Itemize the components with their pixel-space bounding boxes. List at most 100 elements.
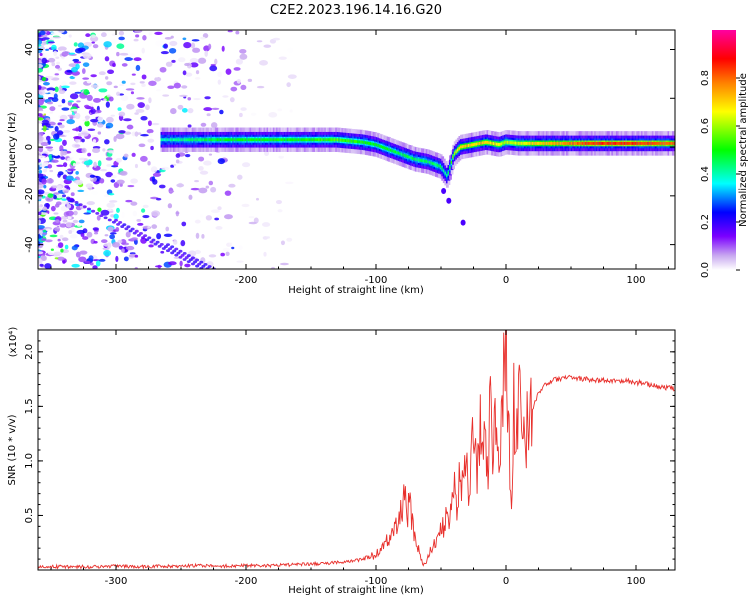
spectrogram-noise-cell — [39, 230, 43, 236]
spectrogram-ridge-cell — [495, 142, 499, 146]
spectrogram-noise-cell — [60, 156, 66, 160]
spectrogram-noise-cell — [39, 30, 46, 36]
spectrogram-noise-cell — [54, 257, 59, 260]
spectrogram-noise-cell — [127, 70, 134, 74]
spectrogram-noise-cell — [151, 122, 160, 126]
spectrogram-noise-cell — [189, 62, 199, 68]
spectrogram-ridge-cell — [566, 141, 569, 145]
spectrogram-noise-cell — [59, 119, 65, 122]
spectrogram-noise-cell — [59, 85, 63, 91]
spectrogram-ridge-cell — [609, 141, 613, 145]
spectrogram-noise-cell — [118, 130, 126, 134]
spectrogram-ridge-cell — [346, 139, 349, 143]
spectrogram-ridge-cell — [625, 141, 629, 145]
spectrogram-ridge-cell — [505, 140, 509, 144]
spectrogram-noise-cell — [280, 240, 285, 246]
spectrogram-ridge-cell — [603, 141, 607, 145]
spectrogram-ridge-cell — [369, 142, 373, 146]
spectrogram-ridge-cell — [474, 142, 477, 146]
spectrogram-noise-cell — [250, 112, 257, 116]
spectrogram-ridge-cell — [517, 141, 521, 145]
spectrogram-noise-cell — [70, 108, 80, 112]
spectrogram-noise-cell — [110, 114, 115, 117]
spectrogram-ridge-cell — [658, 141, 661, 145]
spectrogram-noise-cell — [90, 118, 99, 123]
spectrogram-streak-cell — [176, 251, 181, 255]
spectrogram-noise-cell — [287, 47, 294, 53]
spectrogram-noise-cell — [85, 33, 91, 37]
spectrogram-noise-cell — [61, 98, 66, 104]
spectrogram-noise-cell — [50, 205, 56, 212]
spectrogram-noise-cell — [278, 152, 287, 157]
spectrogram-ridge-cell — [291, 138, 295, 142]
spectrogram-streak-cell — [243, 287, 247, 290]
spectrogram-noise-cell — [115, 133, 125, 140]
spectrogram-ridge-cell — [656, 141, 660, 145]
spectrogram-streak-cell — [91, 209, 96, 213]
spectrogram-streak-cell — [170, 245, 175, 249]
spectrogram-ridge-cell — [664, 141, 668, 145]
spectrogram-noise-cell — [66, 203, 72, 209]
spectrogram-ridge-cell — [394, 150, 398, 154]
spectrogram-ridge-cell — [522, 141, 526, 145]
spectrogram-noise-cell — [277, 108, 283, 112]
spectrogram-noise-cell — [38, 135, 44, 142]
spectrogram-ridge-cell — [363, 140, 367, 144]
spectrogram-noise-cell — [63, 131, 70, 136]
spectrogram-noise-cell — [95, 260, 101, 267]
spectrogram-noise-cell — [108, 150, 115, 154]
spectrogram-noise-cell — [61, 81, 67, 86]
spectrogram-noise-cell — [74, 91, 82, 94]
spectrogram-ridge-cell — [358, 140, 362, 144]
spectrogram-noise-cell — [38, 225, 45, 229]
spectrogram-ridge-cell — [569, 141, 573, 145]
spectrogram-noise-cell — [134, 30, 143, 33]
spectrogram-noise-cell — [256, 197, 260, 201]
spectrogram-streak-cell — [207, 265, 212, 268]
spectrogram-ridge-cell — [653, 141, 657, 145]
spectrogram-noise-cell — [103, 249, 112, 257]
spectrogram-ridge-cell — [406, 155, 410, 159]
spectrogram-streak-cell — [172, 249, 177, 253]
spectrogram-ridge-cell — [316, 138, 320, 142]
spectrogram-streak-cell — [186, 254, 191, 257]
spectrogram-noise-cell — [177, 57, 186, 63]
spectrogram-noise-cell — [45, 146, 54, 149]
spectrogram-ridge-cell — [519, 141, 523, 145]
spectrogram-noise-cell — [116, 51, 120, 57]
spectrogram-noise-cell — [38, 234, 42, 239]
spectrogram-ridge-cell — [458, 146, 462, 150]
spectrogram-y-axis-label: Frequency (Hz) — [7, 112, 18, 188]
snr-y-tick-label: 1.0 — [24, 453, 35, 469]
spectrogram-noise-cell — [204, 50, 208, 57]
spectrogram-noise-cell — [79, 250, 88, 255]
spectrogram-noise-cell — [65, 175, 74, 181]
spectrogram-noise-cell — [51, 44, 57, 51]
spectrogram-noise-cell — [43, 229, 47, 232]
spectrogram-x-tick-label: 100 — [626, 275, 645, 286]
spectrogram-noise-cell — [141, 74, 147, 80]
spectrogram-noise-cell — [147, 138, 155, 143]
spectrogram-noise-cell — [125, 231, 131, 238]
spectrogram-ridge-cell — [439, 165, 443, 168]
spectrogram-streak-cell — [210, 269, 214, 272]
spectrogram-streak-cell — [222, 276, 226, 279]
spectrogram-ridge-cell — [461, 145, 465, 149]
spectrogram-noise-cell — [83, 104, 90, 108]
spectrogram-streak-cell — [124, 227, 129, 231]
spectrogram-ridge-cell — [308, 138, 312, 142]
spectrogram-ridge-cell — [177, 138, 181, 142]
spectrogram-noise-cell — [142, 214, 150, 219]
spectrogram-ridge-cell — [191, 138, 195, 142]
spectrogram-noise-cell — [67, 157, 72, 162]
spectrogram-noise-cell — [45, 135, 51, 141]
spectrogram-noise-cell — [38, 201, 41, 206]
spectrogram-noise-cell — [81, 68, 86, 74]
spectrogram-noise-cell — [117, 107, 122, 111]
spectrogram-streak-cell — [178, 255, 183, 259]
spectrogram-ridge-cell — [360, 140, 363, 144]
spectrogram-noise-cell — [155, 197, 162, 201]
spectrogram-ridge-cell — [528, 141, 532, 145]
spectrogram-noise-cell — [38, 39, 43, 45]
spectrogram-noise-cell — [263, 251, 267, 257]
